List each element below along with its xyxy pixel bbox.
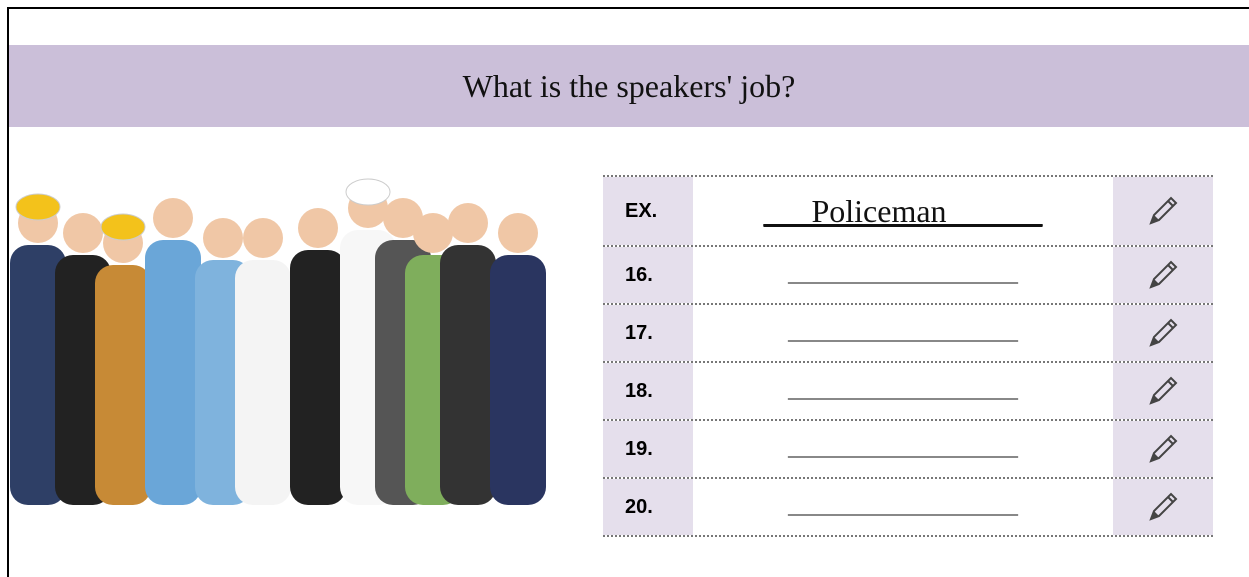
- pencil-icon: [1113, 247, 1213, 303]
- figure-part: [101, 214, 145, 240]
- table-row: 19._______________________: [603, 419, 1213, 477]
- figure-part: [346, 179, 390, 205]
- figure-part: [448, 203, 488, 243]
- answer: _______________________: [693, 421, 1113, 477]
- table-row: 16._______________________: [603, 245, 1213, 303]
- table-row: 20._______________________: [603, 477, 1213, 537]
- figure-part: [490, 255, 546, 505]
- pencil-icon: [1113, 421, 1213, 477]
- figure-part: [16, 194, 60, 220]
- row-label: 18.: [603, 363, 693, 419]
- answer: _______________________: [693, 479, 1113, 535]
- answer-table: EX.___Policeman______16.________________…: [603, 175, 1213, 537]
- figure-part: [413, 213, 453, 253]
- figure-part: [153, 198, 193, 238]
- row-label: 17.: [603, 305, 693, 361]
- pencil-icon: [1113, 363, 1213, 419]
- answer: _______________________: [693, 305, 1113, 361]
- figure-part: [95, 265, 151, 505]
- table-row: 18._______________________: [603, 361, 1213, 419]
- figure-part: [440, 245, 496, 505]
- row-label: EX.: [603, 177, 693, 245]
- page: What is the speakers' job? EX.___Policem…: [0, 0, 1249, 570]
- title-banner: What is the speakers' job?: [9, 45, 1249, 127]
- figure-part: [235, 260, 291, 505]
- table-row: EX.___Policeman______: [603, 175, 1213, 245]
- figure-part: [63, 213, 103, 253]
- figure-part: [298, 208, 338, 248]
- pencil-icon: [1113, 479, 1213, 535]
- figure-part: [498, 213, 538, 253]
- answer: ___Policeman______: [693, 177, 1113, 245]
- answer: _______________________: [693, 363, 1113, 419]
- row-label: 19.: [603, 421, 693, 477]
- answer: _______________________: [693, 247, 1113, 303]
- figure-part: [243, 218, 283, 258]
- row-label: 16.: [603, 247, 693, 303]
- table-row: 17._______________________: [603, 303, 1213, 361]
- figure-part: [145, 240, 201, 505]
- workers-picture: [8, 155, 568, 555]
- row-label: 20.: [603, 479, 693, 535]
- title: What is the speakers' job?: [463, 68, 796, 105]
- figure-part: [290, 250, 346, 505]
- pencil-icon: [1113, 177, 1213, 245]
- pencil-icon: [1113, 305, 1213, 361]
- figure-part: [203, 218, 243, 258]
